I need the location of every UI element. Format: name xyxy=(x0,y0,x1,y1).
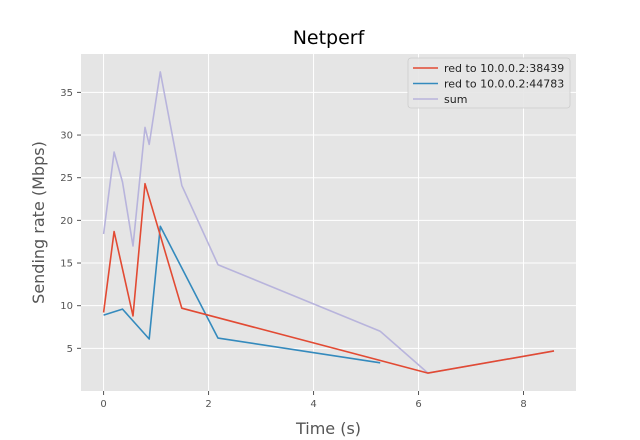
y-tick-label: 10 xyxy=(60,301,73,312)
y-tick-label: 15 xyxy=(60,259,73,270)
grid-lines xyxy=(81,54,576,391)
x-tick-label: 4 xyxy=(310,399,316,410)
legend: red to 10.0.0.2:38439 red to 10.0.0.2:447… xyxy=(407,57,571,109)
x-tick-label: 0 xyxy=(100,399,106,410)
y-tick-label: 30 xyxy=(60,131,73,142)
tick-labels: 0 2 4 6 8 5 10 15 20 25 30 35 xyxy=(60,88,526,410)
y-axis-label: Sending rate (Mbps) xyxy=(29,141,48,304)
series-line xyxy=(103,225,381,364)
legend-label: red to 10.0.0.2:44783 xyxy=(444,78,564,91)
chart-title: Netperf xyxy=(293,27,366,49)
x-tick-label: 2 xyxy=(205,399,211,410)
legend-label: sum xyxy=(444,93,467,106)
series-line xyxy=(102,182,555,374)
legend-label: red to 10.0.0.2:38439 xyxy=(444,62,564,75)
x-tick-label: 6 xyxy=(415,399,421,410)
y-tick-label: 20 xyxy=(60,216,73,227)
y-tick-label: 25 xyxy=(60,173,73,184)
series-line xyxy=(102,71,555,374)
x-tick-label: 8 xyxy=(520,399,526,410)
x-axis-label: Time (s) xyxy=(295,419,361,438)
y-tick-label: 35 xyxy=(60,88,73,99)
series-lines xyxy=(102,71,555,374)
y-tick-label: 5 xyxy=(67,344,73,355)
plot-area xyxy=(81,54,576,391)
legend-box xyxy=(407,57,571,109)
